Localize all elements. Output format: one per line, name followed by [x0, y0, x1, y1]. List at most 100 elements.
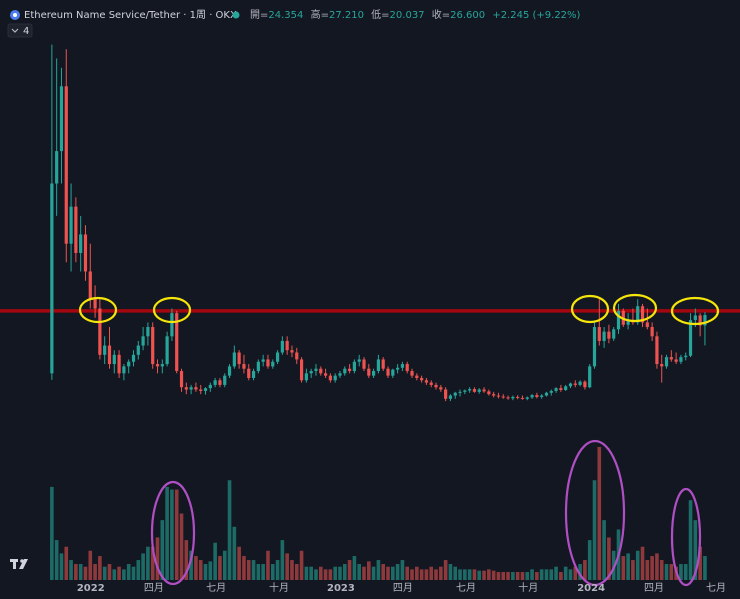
candle-body	[410, 371, 414, 376]
candle-body	[583, 381, 587, 388]
volume-bar	[602, 520, 606, 580]
candle-body	[242, 364, 246, 369]
volume-bar	[631, 560, 635, 580]
candle-body	[357, 359, 361, 362]
legend-label: 開=	[250, 9, 268, 21]
volume-bar	[251, 560, 256, 580]
symbol-title: Ethereum Name Service/Tether · 1周 · OKX	[24, 9, 237, 21]
volume-bar	[218, 556, 222, 580]
highlight-ellipse	[152, 296, 192, 324]
candle-body	[540, 395, 544, 397]
candle-body	[367, 368, 371, 376]
volume-bar	[511, 572, 515, 580]
volume-bar	[568, 569, 573, 580]
volume-bar	[683, 564, 688, 580]
volume-bar	[415, 566, 419, 580]
volume-bar	[117, 566, 121, 580]
highlight-ellipse	[612, 293, 658, 323]
candle-body	[612, 329, 616, 339]
candle-body	[155, 364, 160, 367]
volume-bar	[669, 564, 674, 580]
candle-body	[285, 340, 289, 351]
volume-bar	[371, 566, 376, 580]
volume-bar	[102, 566, 107, 580]
candle-body	[424, 380, 429, 383]
x-axis: 2022 四月 七月 十月 2023 四月 七月 十月 2024 四月 七月	[77, 581, 726, 594]
volume-bar	[189, 550, 193, 580]
volume-bar	[174, 489, 179, 580]
candle-body	[175, 313, 179, 372]
volume-bar	[525, 572, 530, 580]
volume-bar	[54, 540, 59, 580]
legend-value: 26.600	[450, 10, 485, 21]
candle-body	[98, 308, 102, 355]
volume-bar	[535, 572, 539, 580]
indicator-toggle[interactable]	[7, 23, 33, 38]
candle-body	[602, 331, 606, 341]
candle-body	[347, 368, 352, 372]
volume-bar	[338, 566, 342, 580]
candle-body	[573, 383, 577, 385]
volume-bar	[261, 564, 265, 580]
candle-body	[660, 364, 664, 367]
candle-body	[453, 392, 457, 396]
chevron-icon	[11, 28, 19, 33]
candle-body	[189, 387, 193, 390]
candle-body	[290, 350, 294, 353]
volume-bar	[122, 569, 126, 580]
volume-bar	[381, 564, 386, 580]
candle-body	[160, 364, 164, 367]
volume-bar	[563, 566, 568, 580]
volume-bar	[530, 569, 534, 580]
volume-bar	[256, 564, 261, 580]
x-tick-label: 四月	[144, 582, 164, 594]
volume-bar	[160, 520, 165, 580]
volume-bar	[107, 564, 112, 580]
candle-body	[295, 352, 299, 360]
candle-body	[564, 386, 568, 390]
candle-body	[261, 359, 265, 362]
candle-body	[669, 357, 673, 360]
x-tick-label: 2022	[77, 583, 105, 594]
market-status	[232, 11, 240, 19]
candle-body	[146, 327, 150, 337]
volume-bar	[333, 566, 337, 580]
volume-bar	[679, 564, 683, 580]
volume-bar	[194, 556, 198, 580]
candle-body	[645, 322, 649, 328]
candle-body	[136, 345, 140, 355]
header: Ethereum Name Service/Tether · 1周 · OKX …	[7, 8, 581, 38]
candle-body	[165, 336, 169, 365]
candle-body	[69, 206, 73, 244]
candle-body	[184, 387, 188, 390]
volume-bar	[621, 556, 626, 580]
volume-bar	[573, 566, 578, 580]
volume-bar	[693, 520, 698, 580]
legend-value: 27.210	[329, 10, 364, 21]
volume-bar	[640, 546, 645, 580]
volume-bar	[78, 564, 83, 580]
candle-body	[448, 395, 453, 399]
candle-body	[122, 366, 126, 374]
candle-body	[626, 320, 630, 325]
volume-bar	[434, 569, 438, 580]
volume-bar	[136, 560, 141, 580]
volume-bar	[141, 553, 145, 580]
volume-bar	[659, 560, 664, 580]
volume-bar	[592, 480, 597, 580]
candle-body	[59, 86, 64, 152]
candle-body	[463, 390, 467, 392]
volume-bar	[424, 569, 429, 580]
volume-bar	[467, 569, 472, 580]
candle-body	[213, 380, 217, 385]
candle-body	[405, 364, 409, 372]
x-tick-label: 四月	[644, 582, 664, 594]
candle-body	[492, 394, 496, 396]
candle-body	[194, 387, 198, 390]
logo-part	[13, 559, 16, 569]
candle-body	[218, 380, 222, 385]
volume-bar	[482, 570, 486, 580]
x-tick-label: 七月	[206, 582, 226, 594]
volume-bar	[323, 569, 328, 580]
candle-body	[79, 234, 83, 253]
